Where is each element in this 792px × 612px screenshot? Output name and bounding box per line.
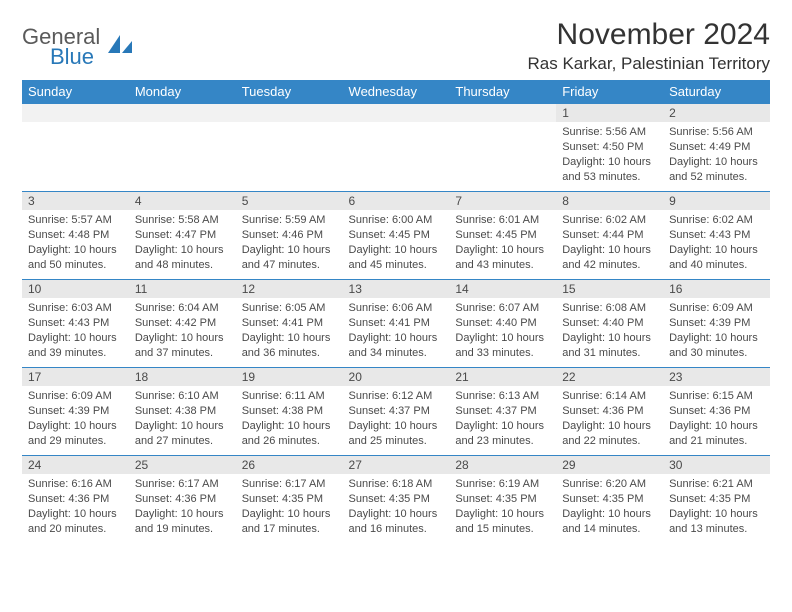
day-number-cell <box>22 104 129 123</box>
day-detail-cell: Sunrise: 6:19 AMSunset: 4:35 PMDaylight:… <box>449 474 556 543</box>
day-detail-cell: Sunrise: 6:09 AMSunset: 4:39 PMDaylight:… <box>663 298 770 368</box>
title-block: November 2024 Ras Karkar, Palestinian Te… <box>527 18 770 74</box>
day-number-cell: 16 <box>663 280 770 299</box>
day-detail-cell: Sunrise: 6:06 AMSunset: 4:41 PMDaylight:… <box>343 298 450 368</box>
day-detail-cell: Sunrise: 6:21 AMSunset: 4:35 PMDaylight:… <box>663 474 770 543</box>
day-number-cell: 22 <box>556 368 663 387</box>
day-detail-cell: Sunrise: 6:17 AMSunset: 4:36 PMDaylight:… <box>129 474 236 543</box>
day-number-cell: 19 <box>236 368 343 387</box>
day-number-cell <box>129 104 236 123</box>
weekday-header: Thursday <box>449 80 556 104</box>
weekday-header: Tuesday <box>236 80 343 104</box>
day-detail-cell: Sunrise: 6:10 AMSunset: 4:38 PMDaylight:… <box>129 386 236 456</box>
day-detail-row: Sunrise: 6:16 AMSunset: 4:36 PMDaylight:… <box>22 474 770 543</box>
day-detail-row: Sunrise: 6:03 AMSunset: 4:43 PMDaylight:… <box>22 298 770 368</box>
day-number-cell: 14 <box>449 280 556 299</box>
day-detail-cell: Sunrise: 6:17 AMSunset: 4:35 PMDaylight:… <box>236 474 343 543</box>
weekday-header: Saturday <box>663 80 770 104</box>
day-detail-cell: Sunrise: 5:56 AMSunset: 4:50 PMDaylight:… <box>556 122 663 192</box>
day-number-cell: 13 <box>343 280 450 299</box>
day-detail-cell: Sunrise: 6:12 AMSunset: 4:37 PMDaylight:… <box>343 386 450 456</box>
day-detail-cell: Sunrise: 6:14 AMSunset: 4:36 PMDaylight:… <box>556 386 663 456</box>
day-number-cell: 6 <box>343 192 450 211</box>
day-number-row: 3456789 <box>22 192 770 211</box>
day-number-row: 12 <box>22 104 770 123</box>
day-detail-cell: Sunrise: 6:15 AMSunset: 4:36 PMDaylight:… <box>663 386 770 456</box>
day-number-cell: 3 <box>22 192 129 211</box>
day-detail-cell: Sunrise: 6:18 AMSunset: 4:35 PMDaylight:… <box>343 474 450 543</box>
day-number-cell: 9 <box>663 192 770 211</box>
day-number-cell: 11 <box>129 280 236 299</box>
day-number-cell: 26 <box>236 456 343 475</box>
day-detail-cell: Sunrise: 6:20 AMSunset: 4:35 PMDaylight:… <box>556 474 663 543</box>
day-detail-cell <box>129 122 236 192</box>
day-number-cell <box>343 104 450 123</box>
day-number-cell: 30 <box>663 456 770 475</box>
day-number-cell: 2 <box>663 104 770 123</box>
logo: General Blue <box>22 24 134 70</box>
header: General Blue November 2024 Ras Karkar, P… <box>22 18 770 74</box>
day-number-row: 24252627282930 <box>22 456 770 475</box>
day-detail-row: Sunrise: 5:57 AMSunset: 4:48 PMDaylight:… <box>22 210 770 280</box>
day-number-row: 17181920212223 <box>22 368 770 387</box>
day-number-cell: 20 <box>343 368 450 387</box>
day-number-cell: 1 <box>556 104 663 123</box>
day-detail-cell: Sunrise: 6:05 AMSunset: 4:41 PMDaylight:… <box>236 298 343 368</box>
day-detail-cell: Sunrise: 6:08 AMSunset: 4:40 PMDaylight:… <box>556 298 663 368</box>
day-number-cell: 18 <box>129 368 236 387</box>
weekday-header: Friday <box>556 80 663 104</box>
weekday-header: Monday <box>129 80 236 104</box>
day-detail-cell: Sunrise: 6:03 AMSunset: 4:43 PMDaylight:… <box>22 298 129 368</box>
day-number-cell: 17 <box>22 368 129 387</box>
day-number-cell <box>236 104 343 123</box>
calendar-body: 12Sunrise: 5:56 AMSunset: 4:50 PMDayligh… <box>22 104 770 544</box>
day-number-cell: 7 <box>449 192 556 211</box>
day-detail-cell: Sunrise: 6:13 AMSunset: 4:37 PMDaylight:… <box>449 386 556 456</box>
day-detail-cell: Sunrise: 6:00 AMSunset: 4:45 PMDaylight:… <box>343 210 450 280</box>
logo-line2: Blue <box>50 44 100 70</box>
calendar-table: SundayMondayTuesdayWednesdayThursdayFrid… <box>22 80 770 543</box>
day-number-cell: 10 <box>22 280 129 299</box>
day-detail-cell: Sunrise: 6:07 AMSunset: 4:40 PMDaylight:… <box>449 298 556 368</box>
day-number-cell: 8 <box>556 192 663 211</box>
day-number-cell: 28 <box>449 456 556 475</box>
day-number-cell: 25 <box>129 456 236 475</box>
day-detail-row: Sunrise: 6:09 AMSunset: 4:39 PMDaylight:… <box>22 386 770 456</box>
day-number-cell: 24 <box>22 456 129 475</box>
day-detail-cell <box>236 122 343 192</box>
day-detail-cell: Sunrise: 5:58 AMSunset: 4:47 PMDaylight:… <box>129 210 236 280</box>
weekday-header: Sunday <box>22 80 129 104</box>
day-number-cell: 15 <box>556 280 663 299</box>
day-detail-cell <box>449 122 556 192</box>
day-number-cell <box>449 104 556 123</box>
location: Ras Karkar, Palestinian Territory <box>527 54 770 74</box>
day-detail-cell: Sunrise: 6:02 AMSunset: 4:44 PMDaylight:… <box>556 210 663 280</box>
weekday-header: Wednesday <box>343 80 450 104</box>
day-detail-cell: Sunrise: 6:11 AMSunset: 4:38 PMDaylight:… <box>236 386 343 456</box>
day-detail-cell: Sunrise: 5:59 AMSunset: 4:46 PMDaylight:… <box>236 210 343 280</box>
day-detail-cell: Sunrise: 6:09 AMSunset: 4:39 PMDaylight:… <box>22 386 129 456</box>
weekday-header-row: SundayMondayTuesdayWednesdayThursdayFrid… <box>22 80 770 104</box>
month-title: November 2024 <box>527 18 770 52</box>
day-detail-cell <box>22 122 129 192</box>
day-detail-cell: Sunrise: 6:04 AMSunset: 4:42 PMDaylight:… <box>129 298 236 368</box>
day-detail-cell: Sunrise: 5:56 AMSunset: 4:49 PMDaylight:… <box>663 122 770 192</box>
day-detail-cell: Sunrise: 6:02 AMSunset: 4:43 PMDaylight:… <box>663 210 770 280</box>
day-number-cell: 29 <box>556 456 663 475</box>
day-number-cell: 5 <box>236 192 343 211</box>
day-detail-cell: Sunrise: 6:16 AMSunset: 4:36 PMDaylight:… <box>22 474 129 543</box>
day-number-cell: 27 <box>343 456 450 475</box>
day-number-cell: 23 <box>663 368 770 387</box>
day-detail-cell: Sunrise: 6:01 AMSunset: 4:45 PMDaylight:… <box>449 210 556 280</box>
day-number-cell: 12 <box>236 280 343 299</box>
day-detail-row: Sunrise: 5:56 AMSunset: 4:50 PMDaylight:… <box>22 122 770 192</box>
day-detail-cell: Sunrise: 5:57 AMSunset: 4:48 PMDaylight:… <box>22 210 129 280</box>
day-detail-cell <box>343 122 450 192</box>
logo-sail-icon <box>106 33 134 62</box>
day-number-cell: 21 <box>449 368 556 387</box>
day-number-cell: 4 <box>129 192 236 211</box>
day-number-row: 10111213141516 <box>22 280 770 299</box>
